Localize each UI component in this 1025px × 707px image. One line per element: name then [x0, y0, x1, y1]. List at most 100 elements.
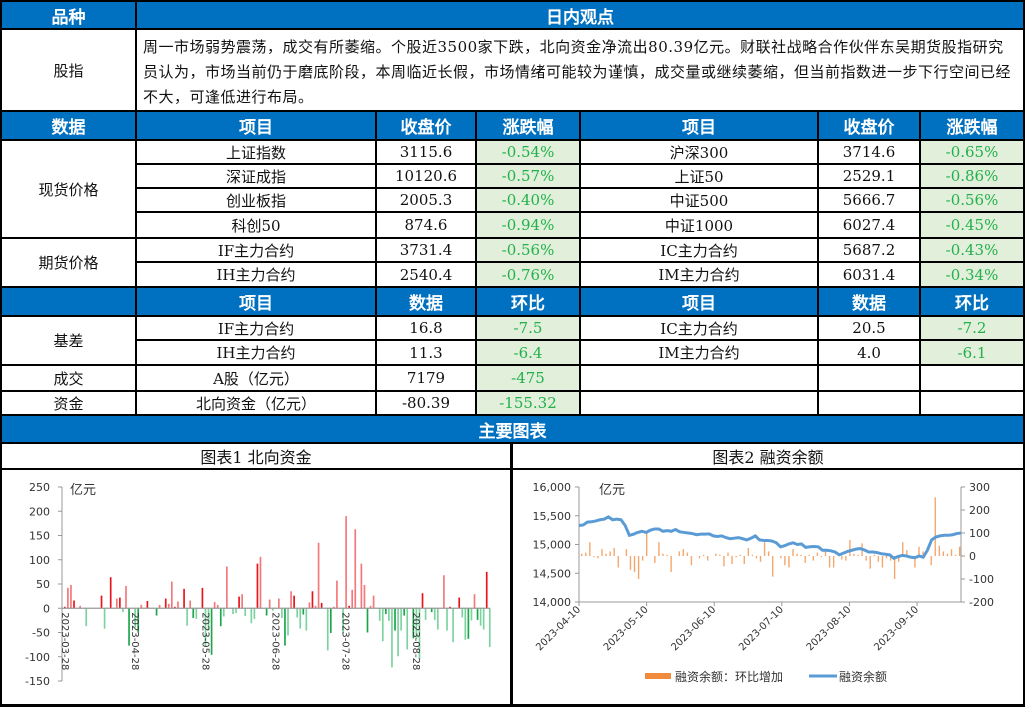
item-name: IF主力合约 [137, 239, 375, 261]
basis-label: 基差 [2, 317, 135, 364]
mom-change: -475 [477, 366, 579, 390]
svg-text:-50: -50 [32, 627, 50, 640]
item-name: A股（亿元） [137, 366, 375, 390]
svg-text:亿元: 亿元 [70, 483, 96, 498]
item-name: IC主力合约 [581, 317, 817, 339]
header-variety: 品种 [2, 2, 135, 28]
change-pct: -0.34% [921, 263, 1023, 286]
change-pct: -0.56% [477, 239, 579, 261]
mom-change: -155.32 [477, 392, 579, 414]
svg-text:2023-08-10: 2023-08-10 [805, 604, 854, 653]
value: 7179 [377, 366, 475, 390]
close-price: 5687.2 [819, 239, 919, 261]
svg-text:2023-09-10: 2023-09-10 [872, 604, 921, 653]
close-price: 10120.6 [377, 165, 475, 187]
item-name: 深证成指 [137, 165, 375, 187]
change-pct: -0.57% [477, 165, 579, 187]
change-pct: -0.94% [477, 213, 579, 237]
spot-price-label: 现货价格 [2, 141, 135, 237]
col-header-item-2: 项目 [581, 288, 817, 315]
change-pct: -0.54% [477, 141, 579, 163]
close-price: 5666.7 [819, 189, 919, 211]
svg-text:2023-03-28: 2023-03-28 [59, 612, 70, 670]
view-text: 周一市场弱势震荡，成交有所萎缩。个股近3500家下跌，北向资金净流出80.39亿… [137, 30, 1023, 110]
futures-price-label: 期货价格 [2, 239, 135, 286]
item-name: IF主力合约 [137, 317, 375, 339]
svg-text:15,500: 15,500 [533, 510, 572, 523]
chart2-margin-balance: 16,000 15,500 15,000 14,500 14,000 300 200 100 0… [513, 470, 1023, 704]
mom-change: -7.5 [477, 317, 579, 339]
svg-text:2023-06-28: 2023-06-28 [269, 612, 280, 670]
value: 20.5 [819, 317, 919, 339]
svg-text:250: 250 [29, 481, 50, 494]
svg-text:150: 150 [29, 530, 50, 543]
item-name: IH主力合约 [137, 341, 375, 364]
item-name: 沪深300 [581, 141, 817, 163]
item-name: IH主力合约 [137, 263, 375, 286]
svg-text:0: 0 [43, 602, 50, 615]
value: 16.8 [377, 317, 475, 339]
volume-label: 成交 [2, 366, 135, 390]
item-name [581, 366, 817, 390]
svg-text:2023-08-28: 2023-08-28 [410, 612, 421, 670]
change-pct: -0.65% [921, 141, 1023, 163]
svg-text:14,500: 14,500 [533, 567, 572, 580]
item-name: IC主力合约 [581, 239, 817, 261]
close-price: 874.6 [377, 213, 475, 237]
svg-text:2023-07-28: 2023-07-28 [340, 612, 351, 670]
view-label: 股指 [2, 30, 135, 110]
col-header-value-2: 数据 [819, 288, 919, 315]
svg-text:-200: -200 [969, 596, 994, 609]
mom-change: -6.4 [477, 341, 579, 364]
svg-text:融资余额：环比增加: 融资余额：环比增加 [675, 669, 783, 684]
svg-text:100: 100 [29, 554, 50, 567]
chart1-northbound-funds: 250 200 150 100 50 0 -50 -100 -150 亿元 2023-03-28 20… [2, 470, 510, 704]
svg-text:14,000: 14,000 [533, 596, 572, 609]
svg-text:融资余额: 融资余额 [839, 669, 887, 684]
item-name [581, 392, 817, 414]
col-header-close-2: 收盘价 [819, 112, 919, 139]
col-header-mom-2: 环比 [921, 288, 1023, 315]
svg-text:2023-05-28: 2023-05-28 [199, 612, 210, 670]
change-pct: -0.76% [477, 263, 579, 286]
value [819, 366, 919, 390]
change-pct: -0.45% [921, 213, 1023, 237]
item-name: 上证指数 [137, 141, 375, 163]
close-price: 2005.3 [377, 189, 475, 211]
change-pct: -0.40% [477, 189, 579, 211]
col-header-change: 涨跌幅 [477, 112, 579, 139]
col-header-item: 项目 [137, 288, 375, 315]
svg-text:2023-04-10: 2023-04-10 [534, 604, 583, 653]
close-price: 2529.1 [819, 165, 919, 187]
close-price: 2540.4 [377, 263, 475, 286]
svg-text:100: 100 [969, 527, 990, 540]
svg-text:-150: -150 [25, 675, 50, 688]
change-pct: -0.56% [921, 189, 1023, 211]
col-header-item: 项目 [137, 112, 375, 139]
item-name: 科创50 [137, 213, 375, 237]
svg-text:2023-07-10: 2023-07-10 [737, 604, 786, 653]
svg-text:16,000: 16,000 [533, 481, 572, 494]
item-name: 中证1000 [581, 213, 817, 237]
col-header-change-2: 涨跌幅 [921, 112, 1023, 139]
value: 4.0 [819, 341, 919, 364]
mom-change: -6.1 [921, 341, 1023, 364]
svg-text:2023-05-10: 2023-05-10 [602, 604, 651, 653]
item-name: IM主力合约 [581, 263, 817, 286]
item-name: 中证500 [581, 189, 817, 211]
svg-text:200: 200 [969, 504, 990, 517]
svg-text:0: 0 [969, 550, 976, 563]
change-pct: -0.86% [921, 165, 1023, 187]
value: -80.39 [377, 392, 475, 414]
value [819, 392, 919, 414]
item-name: 北向资金（亿元） [137, 392, 375, 414]
svg-text:亿元: 亿元 [599, 483, 625, 498]
svg-text:200: 200 [29, 505, 50, 518]
item-name: 创业板指 [137, 189, 375, 211]
svg-text:-100: -100 [969, 573, 994, 586]
close-price: 6031.4 [819, 263, 919, 286]
close-price: 3115.6 [377, 141, 475, 163]
col-header-mom: 环比 [477, 288, 579, 315]
close-price: 6027.4 [819, 213, 919, 237]
